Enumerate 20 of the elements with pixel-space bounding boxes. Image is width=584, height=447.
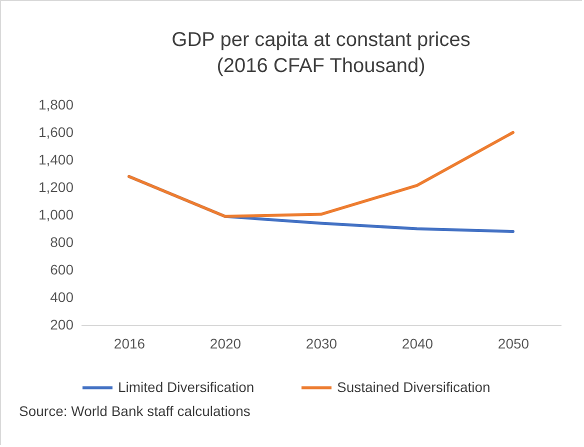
y-tick-label: 1,200 — [38, 179, 74, 195]
chart-subtitle: (2016 CFAF Thousand) — [216, 55, 426, 77]
x-tick-label: 2040 — [402, 336, 434, 352]
line-series — [128, 131, 514, 218]
x-tick-label: 2030 — [306, 336, 338, 352]
chart-title: GDP per capita at constant prices — [172, 29, 470, 51]
y-tick-label: 800 — [50, 234, 74, 250]
source-note: Source: World Bank staff calculations — [19, 403, 250, 419]
legend-label: Sustained Diversification — [337, 378, 490, 395]
x-tick-label: 2020 — [210, 336, 242, 352]
legend-label: Limited Diversification — [118, 378, 254, 395]
y-tick-label: 1,600 — [38, 124, 74, 140]
y-tick-label: 200 — [50, 316, 74, 332]
y-tick-label: 1,000 — [38, 206, 74, 222]
x-tick-label: 2050 — [498, 336, 530, 352]
y-tick-label: 600 — [50, 262, 74, 278]
y-tick-label: 1,800 — [38, 96, 74, 112]
y-tick-label: 1,400 — [38, 152, 74, 168]
x-tick-label: 2016 — [114, 336, 146, 352]
y-tick-label: 400 — [50, 289, 74, 305]
